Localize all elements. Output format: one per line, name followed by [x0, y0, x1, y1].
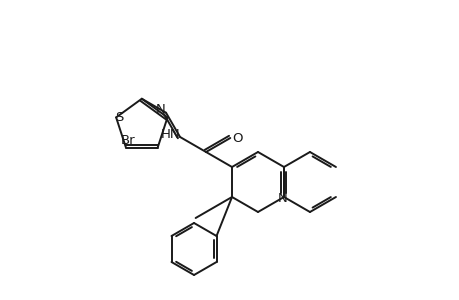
Text: Br: Br — [120, 134, 135, 147]
Text: O: O — [231, 131, 242, 145]
Text: HN: HN — [161, 128, 180, 140]
Text: S: S — [115, 111, 123, 124]
Text: N: N — [156, 103, 166, 116]
Text: N: N — [278, 191, 287, 205]
